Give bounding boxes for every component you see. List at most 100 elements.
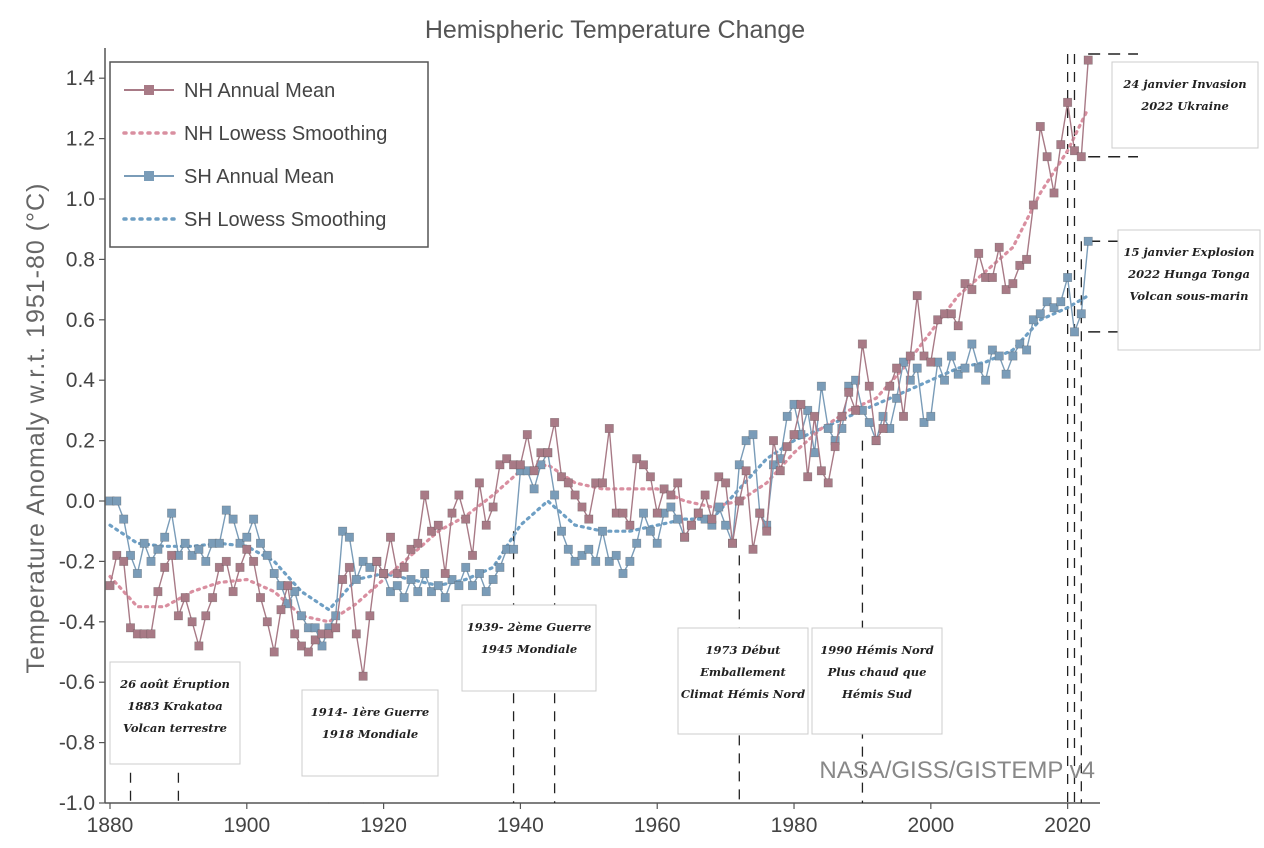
legend-marker-sh-annual	[144, 171, 154, 181]
data-point	[618, 568, 628, 578]
annotation-text-line: 15 janvier Explosion	[1124, 245, 1255, 259]
data-point	[467, 550, 477, 560]
data-point	[488, 502, 498, 512]
data-point	[338, 526, 348, 536]
data-point	[153, 587, 163, 597]
y-tick-label: 0.2	[66, 430, 95, 453]
data-point	[440, 593, 450, 603]
annotation-text-line: 1990 Hémis Nord	[820, 643, 934, 657]
data-point	[892, 393, 902, 403]
data-point	[898, 357, 908, 367]
data-point	[1035, 309, 1045, 319]
series-nh-annual-mean	[105, 55, 1093, 681]
data-point	[768, 460, 778, 470]
data-point	[1076, 152, 1086, 162]
data-point	[385, 532, 395, 542]
data-point	[563, 478, 573, 488]
annotation-text-line: 2022 Ukraine	[1140, 99, 1229, 113]
data-point	[426, 526, 436, 536]
data-point	[933, 315, 943, 325]
y-tick-label: 1.4	[66, 67, 96, 90]
data-point	[379, 568, 389, 578]
data-point	[543, 448, 553, 458]
data-point	[864, 417, 874, 427]
x-tick-label: 1980	[771, 814, 818, 837]
data-point	[153, 544, 163, 554]
data-point	[392, 568, 402, 578]
data-point	[994, 351, 1004, 361]
data-point	[981, 375, 991, 385]
data-point	[577, 502, 587, 512]
data-point	[1028, 315, 1038, 325]
data-point	[680, 532, 690, 542]
data-point	[1056, 140, 1066, 150]
data-point	[803, 472, 813, 482]
data-point	[830, 442, 840, 452]
data-point	[160, 562, 170, 572]
data-point	[214, 562, 224, 572]
x-tick-label: 1880	[87, 814, 134, 837]
data-point	[645, 472, 655, 482]
annotation-text-line: 1914- 1ère Guerre	[311, 705, 429, 719]
annotation-text-line: Volcan sous-marin	[1130, 289, 1249, 303]
x-tick-label: 2000	[907, 814, 954, 837]
annotation-text-line: Climat Hémis Nord	[681, 687, 805, 701]
data-point	[1001, 369, 1011, 379]
data-point	[892, 363, 902, 373]
data-point	[474, 478, 484, 488]
annotation-box	[1117, 229, 1261, 351]
annotation-box	[811, 627, 943, 735]
legend-label-nh-annual: NH Annual Mean	[184, 80, 335, 102]
data-point	[809, 411, 819, 421]
data-point	[707, 514, 717, 524]
data-point	[180, 538, 190, 548]
data-point	[1001, 285, 1011, 295]
data-point	[987, 345, 997, 355]
data-point	[1035, 122, 1045, 132]
data-point	[816, 466, 826, 476]
annotation-notes: 26 août Éruption 1883 Krakatoa Volcan terr…	[109, 61, 1261, 777]
y-axis-label: Temperature Anomaly w.r.t. 1951-80 (°C)	[22, 183, 50, 674]
data-point	[228, 587, 238, 597]
data-point	[269, 647, 279, 657]
y-tick-label: 0.0	[66, 490, 95, 513]
data-point	[187, 617, 197, 627]
legend-label-sh-annual: SH Annual Mean	[184, 166, 334, 188]
data-point	[201, 556, 211, 566]
data-point	[358, 671, 368, 681]
data-point	[515, 460, 525, 470]
data-point	[789, 430, 799, 440]
x-tick-label: 2020	[1044, 814, 1091, 837]
annotation-text-line: 2022 Hunga Tonga	[1127, 267, 1250, 281]
annotation-box	[677, 627, 809, 735]
data-point	[385, 587, 395, 597]
data-point	[338, 574, 348, 584]
data-point	[310, 623, 320, 633]
data-point	[344, 532, 354, 542]
data-point	[953, 321, 963, 331]
data-point	[324, 629, 334, 639]
data-point	[591, 556, 601, 566]
data-point	[673, 478, 683, 488]
data-point	[1063, 97, 1073, 107]
data-point	[126, 550, 136, 560]
data-point	[974, 248, 984, 258]
data-point	[529, 466, 539, 476]
data-point	[228, 514, 238, 524]
data-point	[187, 550, 197, 560]
annotation-note-1990: 1990 Hémis Nord Plus chaud que Hémis Sud	[811, 627, 943, 735]
data-point	[132, 568, 142, 578]
data-point	[926, 357, 936, 367]
data-point	[1042, 297, 1052, 307]
annotation-note-krakatoa: 26 août Éruption 1883 Krakatoa Volcan terr…	[109, 661, 241, 765]
data-point	[406, 574, 416, 584]
data-point	[700, 490, 710, 500]
data-point	[584, 514, 594, 524]
data-point	[597, 526, 607, 536]
data-point	[926, 411, 936, 421]
data-point	[851, 375, 861, 385]
data-point	[953, 369, 963, 379]
data-point	[242, 544, 252, 554]
data-point	[823, 478, 833, 488]
